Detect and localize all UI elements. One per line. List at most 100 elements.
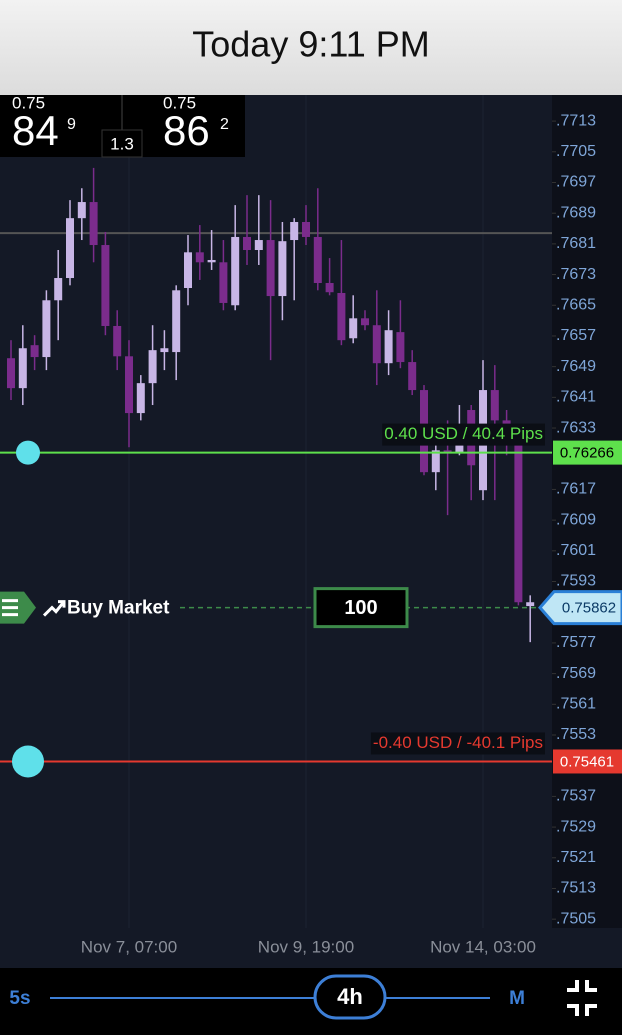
- candle-body: [172, 290, 181, 353]
- candle-body: [254, 240, 263, 251]
- spread: 1.3: [110, 134, 134, 153]
- bid-pips: 84: [12, 107, 59, 154]
- timeframe-min[interactable]: 5s: [9, 988, 30, 1009]
- candle-body: [408, 362, 417, 391]
- plot: .7505 .7513 .7521 .7529 .7537 .7553 .7561 .7569…: [0, 95, 622, 956]
- chart-area: [0, 95, 552, 928]
- candle-body: [125, 356, 133, 414]
- candle-body: [18, 348, 27, 389]
- ask-pips: 86: [163, 107, 210, 154]
- y-tick-label: .7537: [556, 788, 596, 805]
- timeframe-max[interactable]: M: [509, 988, 525, 1009]
- ask-fraction: 2: [220, 116, 229, 133]
- candle-body: [195, 252, 204, 263]
- order-label: Buy Market: [67, 598, 170, 619]
- candle-body: [42, 300, 51, 358]
- bid-big-figure: 0.75: [12, 93, 45, 112]
- candle-body: [384, 330, 393, 364]
- y-tick-label: .7569: [556, 665, 596, 682]
- candle-body: [89, 202, 98, 246]
- line-label: 0.40 USD / 40.4 Pips: [384, 424, 543, 443]
- candle-body: [148, 350, 157, 384]
- y-tick-label: .7577: [556, 634, 596, 651]
- candle-body: [266, 240, 275, 297]
- fullscreen-icon[interactable]: [567, 980, 597, 1016]
- candle-body: [455, 442, 464, 453]
- candle-body: [396, 332, 405, 363]
- y-tick-label: .7681: [556, 235, 596, 252]
- price-tag: [553, 749, 622, 774]
- candle-body: [66, 218, 74, 279]
- line-label: -0.40 USD / -40.1 Pips: [373, 733, 543, 752]
- y-tick-label: .7657: [556, 327, 596, 344]
- candle-body: [325, 283, 334, 293]
- drag-handle[interactable]: [12, 745, 44, 778]
- x-tick-label: Nov 9, 19:00: [258, 937, 354, 956]
- candle-body: [431, 450, 440, 473]
- timeframe-pill[interactable]: [313, 974, 387, 1020]
- line-label-bg: [370, 732, 545, 755]
- y-tick-label: .7601: [556, 542, 596, 559]
- y-tick-label: .7513: [556, 880, 596, 897]
- y-tick-label: .7673: [556, 266, 596, 283]
- candle-body: [278, 241, 287, 297]
- candle-body: [361, 318, 369, 326]
- y-tick-label: .7505: [556, 910, 596, 927]
- y-tick-label: .7649: [556, 358, 596, 375]
- candle-body: [349, 318, 358, 339]
- timeframe-current[interactable]: 4h: [337, 984, 363, 1009]
- candle-body: [7, 358, 15, 389]
- candle-body: [443, 450, 452, 453]
- header-title: Today 9:11 PM: [192, 24, 429, 65]
- price-tag-text: 0.76266: [560, 445, 614, 462]
- y-tick-label: .7705: [556, 143, 596, 160]
- x-tick-label: Nov 7, 07:00: [81, 937, 177, 956]
- menu-icon: [2, 599, 18, 617]
- drag-handle[interactable]: [16, 440, 40, 465]
- candle-body: [207, 259, 216, 263]
- y-tick-label: .7593: [556, 573, 596, 590]
- candle-body: [231, 236, 240, 306]
- y-tick-label: .7617: [556, 481, 596, 498]
- y-tick-label: .7713: [556, 112, 596, 129]
- candle-body: [54, 278, 63, 301]
- order-icon: [42, 600, 66, 617]
- y-tick-label: .7633: [556, 419, 596, 436]
- candle-body: [160, 348, 169, 353]
- candle-body: [337, 292, 346, 341]
- candle-body: [219, 262, 228, 303]
- y-tick-label: .7641: [556, 389, 596, 406]
- ask-big-figure: 0.75: [163, 93, 196, 112]
- x-tick-label: Nov 14, 03:00: [430, 937, 536, 956]
- candle-body: [136, 383, 145, 414]
- y-tick-label: .7697: [556, 174, 596, 191]
- quantity-box[interactable]: [313, 587, 409, 629]
- price-tag: [553, 440, 622, 465]
- current-price-text: 0.75862: [562, 600, 616, 617]
- bid-fraction: 9: [67, 116, 76, 133]
- candle-body: [101, 245, 110, 326]
- y-tick-label: .7665: [556, 296, 596, 313]
- y-tick-label: .7553: [556, 726, 596, 743]
- y-tick-label: .7529: [556, 818, 596, 835]
- candle-body: [313, 236, 322, 284]
- candle-body: [77, 202, 86, 219]
- candle-body: [243, 236, 251, 251]
- price-axis: [552, 95, 622, 928]
- candle-body: [30, 345, 39, 358]
- y-tick-label: .7609: [556, 511, 596, 528]
- candle-body: [184, 252, 192, 288]
- y-tick-label: .7521: [556, 849, 596, 866]
- spread-box: [101, 129, 143, 158]
- candle-body: [302, 222, 310, 237]
- header-bar: [0, 0, 622, 95]
- time-axis: [0, 928, 622, 968]
- candle-body: [290, 222, 299, 241]
- price-tag-text: 0.75461: [560, 753, 614, 770]
- candle-body: [113, 325, 122, 357]
- candle-body: [372, 325, 381, 364]
- candle-body: [526, 602, 535, 607]
- quantity: 100: [344, 597, 377, 619]
- candle-body: [514, 445, 523, 603]
